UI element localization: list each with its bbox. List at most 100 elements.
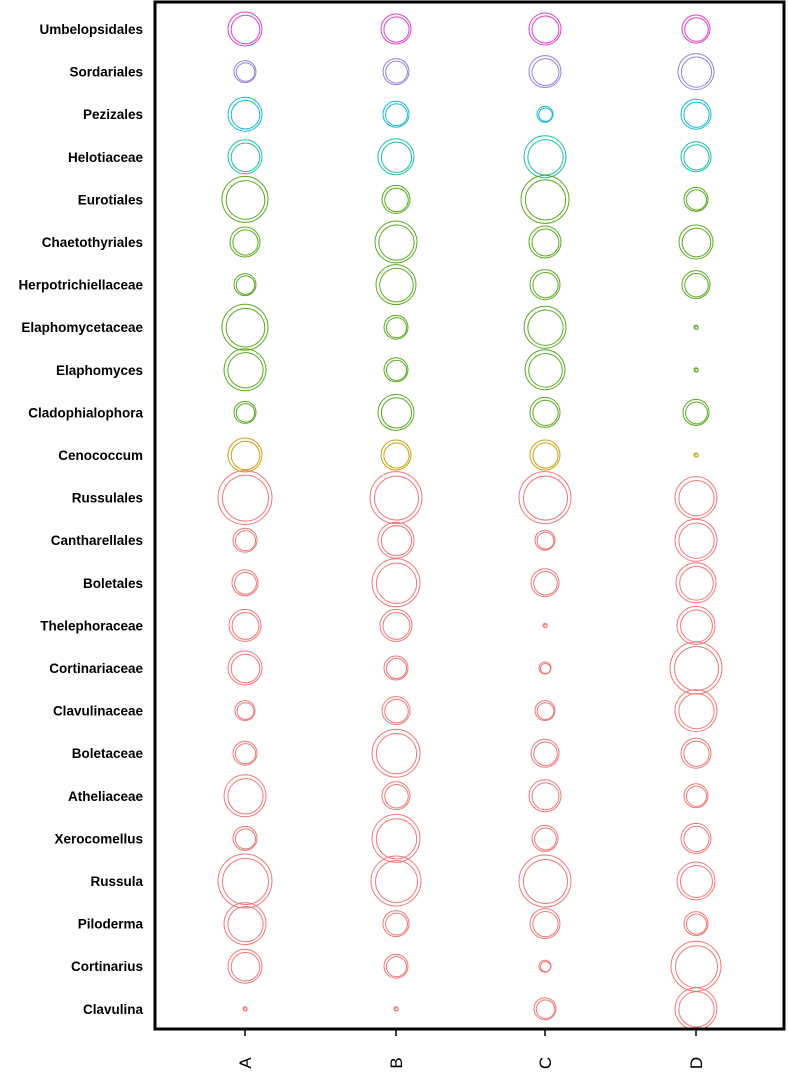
row-label: Pezizales	[83, 107, 143, 122]
bubble	[233, 60, 257, 84]
bubble	[533, 997, 557, 1021]
bubble	[227, 650, 263, 686]
bubble	[227, 437, 263, 473]
bubble	[369, 471, 423, 525]
column-label: D	[687, 1057, 706, 1069]
bubble	[531, 824, 559, 852]
bubble	[693, 367, 699, 373]
bubble	[683, 186, 709, 212]
bubble	[520, 174, 570, 224]
bubble	[231, 569, 259, 597]
bubble	[674, 689, 718, 733]
bubble	[383, 357, 409, 383]
bubble	[242, 1006, 248, 1012]
row-label: Umbelopsidales	[39, 22, 143, 37]
row-label: Elaphomycetaceae	[21, 320, 143, 335]
row-label: Chaetothyriales	[42, 235, 143, 250]
row-label: Cladophialophora	[28, 405, 143, 420]
bubble	[375, 264, 417, 306]
bubble	[381, 781, 411, 811]
bubble	[680, 822, 712, 854]
bubble	[377, 393, 415, 431]
column-ticks	[244, 1030, 697, 1036]
bubble	[383, 655, 409, 681]
bubble	[693, 324, 699, 330]
bubble	[380, 13, 412, 45]
bubble	[374, 220, 418, 264]
bubble	[234, 700, 256, 722]
bubble	[538, 959, 552, 973]
bubble	[530, 738, 560, 768]
row-label: Clavulinaceae	[53, 704, 144, 719]
bubble	[223, 774, 267, 818]
row-labels: Umbelopsidales Sordariales Pezizales Heloti…	[18, 22, 143, 1017]
bubble	[674, 476, 718, 520]
bubble	[377, 521, 415, 559]
bubble	[221, 175, 269, 223]
bubble	[377, 138, 415, 176]
bubble	[534, 700, 556, 722]
row-label: Atheliaceae	[68, 789, 144, 804]
bubble	[528, 779, 562, 813]
bubble	[528, 12, 562, 46]
bubble	[217, 470, 273, 526]
bubble	[528, 225, 562, 259]
bubble	[680, 98, 712, 130]
row-label: Cenococcum	[58, 448, 143, 463]
row-label: Thelephoraceae	[40, 618, 143, 633]
bubble	[379, 608, 413, 642]
bubble	[534, 529, 556, 551]
bubble	[380, 439, 412, 471]
bubble	[217, 853, 273, 909]
bubble	[223, 348, 267, 392]
bubble	[229, 226, 261, 258]
bubble	[227, 139, 263, 175]
bubble	[371, 558, 421, 608]
column-labels: A B C D	[236, 1057, 706, 1069]
bubble	[518, 854, 572, 908]
bubble	[383, 314, 409, 340]
bubble	[393, 1006, 399, 1012]
bubble	[681, 270, 711, 300]
column-label: C	[536, 1057, 555, 1069]
bubble	[674, 987, 718, 1031]
row-label: Boletales	[83, 576, 143, 591]
bubble	[538, 661, 552, 675]
column-label: A	[236, 1057, 255, 1069]
row-label: Helotiaceae	[68, 150, 144, 165]
bubble	[371, 813, 421, 863]
bubble	[529, 396, 561, 428]
bubbles	[217, 11, 723, 1031]
bubble	[677, 53, 715, 91]
bubble	[678, 224, 714, 260]
bubble	[530, 568, 560, 598]
bubble	[523, 305, 567, 349]
bubble	[233, 273, 257, 297]
bubble	[674, 518, 718, 562]
bubble	[529, 269, 561, 301]
bubble	[680, 737, 712, 769]
bubble	[536, 105, 554, 123]
bubble	[233, 400, 257, 424]
bubble	[693, 452, 699, 458]
bubble	[675, 562, 717, 604]
bubble	[228, 608, 262, 642]
column-label: B	[387, 1057, 406, 1068]
bubble	[529, 439, 561, 471]
bubble	[683, 911, 709, 937]
bubble	[542, 622, 548, 629]
row-label: Sordariales	[69, 65, 143, 80]
bubble	[670, 940, 722, 992]
bubble	[232, 527, 258, 553]
bubble	[232, 740, 258, 766]
bubble	[232, 825, 258, 851]
row-label: Cortinarius	[71, 959, 143, 974]
row-label: Russula	[90, 874, 143, 889]
row-label: Cantharellales	[51, 533, 143, 548]
bubble	[528, 55, 562, 89]
bubble	[383, 953, 409, 979]
bubble	[382, 910, 410, 938]
bubble	[683, 783, 709, 809]
plot-frame	[153, 0, 786, 1031]
